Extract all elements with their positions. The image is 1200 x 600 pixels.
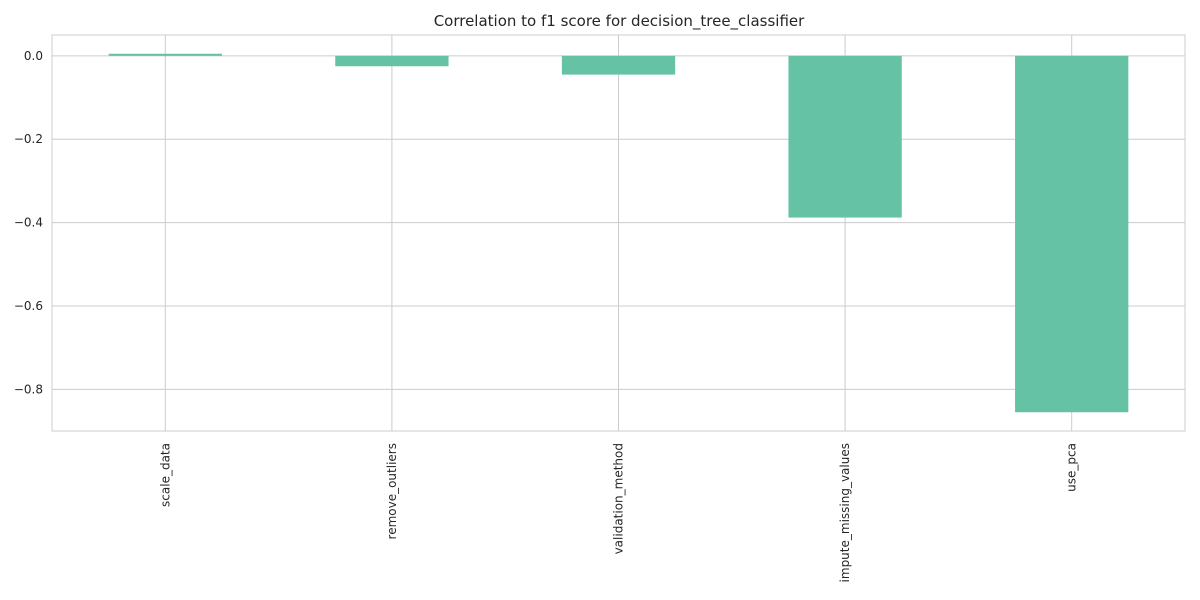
x-tick-label: scale_data [158,443,172,507]
bar-scale-data [108,53,222,56]
y-tick-label: −0.6 [14,299,43,313]
y-tick-label: −0.8 [14,382,43,396]
bar-use-pca [1015,55,1129,413]
chart-title: Correlation to f1 score for decision_tre… [434,12,805,31]
plot-frame [51,34,1186,432]
y-tick-label: −0.4 [14,216,43,230]
y-tick-labels: 0.0 −0.2 −0.4 −0.6 −0.8 [14,49,43,396]
grid-lines [52,35,1185,431]
bar-validation-method [561,55,676,75]
y-tick-label: 0.0 [24,49,43,63]
bar-impute-missing-values [788,55,902,218]
x-tick-labels: scale_data remove_outliers validation_meth… [158,443,1078,582]
bar-remove-outliers [335,55,449,67]
x-tick-label: impute_missing_values [838,443,852,582]
x-tick-label: use_pca [1065,443,1079,492]
bars [108,53,1129,413]
y-tick-label: −0.2 [14,132,43,146]
x-tick-label: remove_outliers [385,443,399,539]
x-tick-label: validation_method [612,443,626,554]
